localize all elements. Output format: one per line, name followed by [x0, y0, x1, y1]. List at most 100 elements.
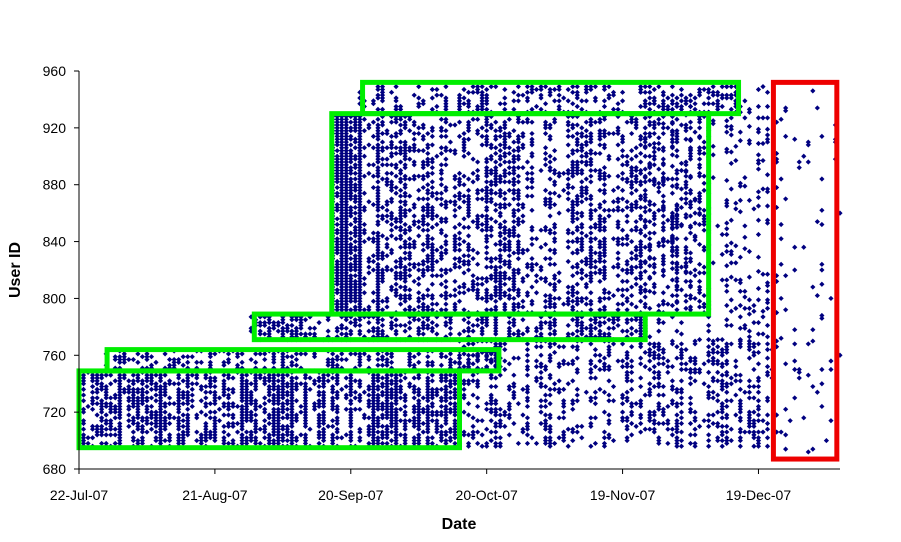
data-point [719, 423, 725, 429]
data-point [429, 256, 435, 262]
data-point [443, 389, 449, 395]
data-point [638, 261, 644, 267]
data-point [638, 401, 644, 407]
data-point [379, 216, 386, 222]
data-point [135, 389, 141, 395]
data-point [379, 130, 386, 137]
data-point [379, 106, 386, 112]
data-point [493, 319, 499, 326]
data-point [339, 173, 345, 179]
data-point [538, 364, 544, 370]
data-point [339, 193, 345, 199]
data-point [144, 429, 150, 435]
data-point [379, 267, 386, 273]
data-point [117, 383, 123, 390]
data-point [452, 213, 458, 219]
data-point [103, 395, 109, 401]
data-point [343, 307, 349, 313]
data-point [624, 153, 630, 159]
data-point [687, 401, 694, 407]
data-point [678, 389, 685, 395]
data-point [203, 420, 209, 427]
data-point [683, 95, 689, 101]
data-point [284, 354, 290, 360]
data-point [660, 298, 666, 304]
data-point [166, 437, 173, 444]
data-point [357, 256, 363, 262]
data-point [157, 398, 164, 404]
data-point [674, 412, 680, 418]
data-point [665, 403, 671, 410]
data-point [592, 334, 598, 340]
data-point [651, 125, 657, 131]
data-point [619, 236, 626, 242]
data-point [724, 347, 730, 353]
data-point [384, 356, 390, 363]
data-point [651, 130, 657, 137]
data-point [402, 395, 408, 401]
data-point [638, 213, 644, 219]
data-point [429, 156, 435, 162]
data-point [515, 233, 521, 239]
data-point [601, 273, 608, 279]
data-point [266, 375, 272, 381]
data-point [393, 236, 399, 242]
data-point [162, 409, 168, 415]
data-point [710, 412, 716, 418]
data-point [601, 364, 608, 370]
data-point [624, 159, 630, 165]
data-point [588, 224, 594, 230]
data-point [379, 98, 386, 104]
data-point [493, 179, 499, 185]
data-point [443, 292, 449, 299]
data-point [674, 426, 680, 432]
data-point [257, 375, 263, 381]
data-point [139, 389, 146, 395]
data-point [461, 148, 467, 154]
data-point [465, 233, 472, 239]
data-point [99, 381, 105, 387]
data-point [80, 381, 87, 387]
data-point [339, 351, 345, 357]
data-point [570, 216, 576, 222]
data-point [148, 372, 155, 378]
data-point [239, 423, 245, 429]
data-point [674, 264, 680, 270]
data-point [629, 204, 635, 211]
data-point [452, 392, 458, 398]
data-point [176, 409, 182, 415]
data-point [262, 365, 268, 371]
data-point [425, 409, 431, 415]
data-point [275, 398, 281, 404]
data-point [162, 392, 168, 398]
data-point [674, 401, 680, 407]
data-point [615, 142, 621, 148]
data-point [438, 273, 444, 279]
data-point [574, 261, 580, 267]
data-point [216, 418, 223, 424]
data-point [393, 95, 399, 101]
data-point [579, 98, 585, 104]
data-point [542, 437, 549, 444]
data-point [529, 284, 535, 290]
data-point [434, 426, 440, 432]
data-point [606, 95, 612, 101]
data-point [597, 238, 603, 245]
data-point [293, 317, 300, 323]
data-point [402, 292, 408, 299]
data-point [529, 184, 535, 191]
data-point [398, 244, 404, 250]
data-point [669, 139, 675, 145]
data-point [117, 440, 123, 447]
data-point [171, 415, 177, 421]
data-point [348, 351, 354, 357]
data-point [429, 95, 435, 101]
data-point [601, 275, 608, 282]
data-point [493, 328, 499, 334]
data-point [574, 429, 580, 435]
data-point [606, 213, 612, 219]
data-point [293, 334, 300, 340]
data-point [647, 133, 653, 139]
data-point [239, 403, 245, 410]
data-point [651, 213, 657, 219]
